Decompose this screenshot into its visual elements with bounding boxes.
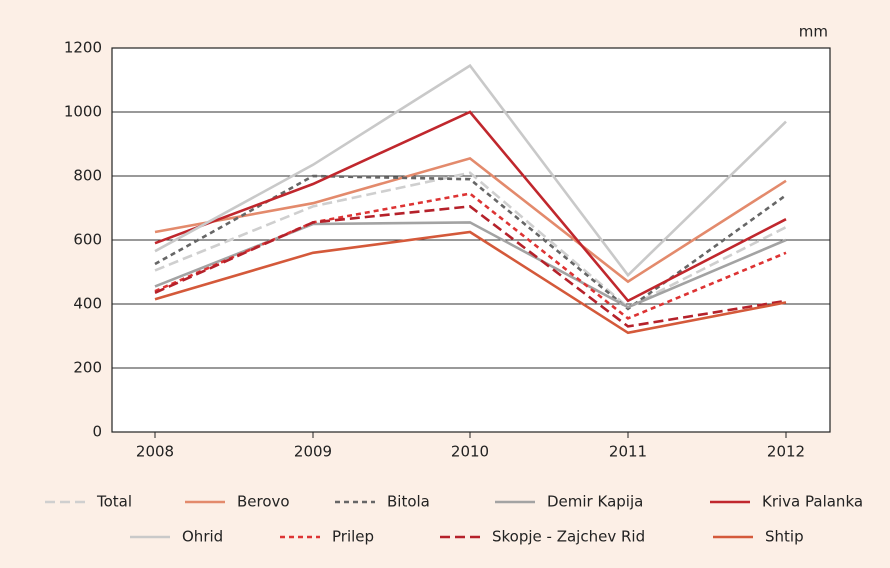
- y-tick-label: 1200: [64, 39, 102, 57]
- legend-label: Prilep: [332, 528, 374, 546]
- series-line: [154, 63, 787, 278]
- y-tick-label: 1000: [64, 103, 102, 121]
- y-unit: mm: [799, 23, 828, 41]
- legend-label: Skopje - Zajchev Rid: [492, 528, 645, 546]
- x-tick-label: 2008: [136, 443, 174, 461]
- series-line: [154, 221, 787, 309]
- y-tick-label: 600: [73, 231, 102, 249]
- x-tick-label: 2010: [451, 443, 489, 461]
- series-line: [154, 230, 787, 335]
- y-tick-label: 0: [92, 423, 102, 441]
- series-line: [154, 171, 787, 309]
- series-line: [154, 156, 787, 284]
- plot-border: [111, 47, 831, 433]
- y-tick-label: 400: [73, 295, 102, 313]
- y-tick-label: 800: [73, 167, 102, 185]
- legend-label: Berovo: [237, 493, 290, 511]
- legend-label: Demir Kapija: [547, 493, 643, 511]
- series-line: [154, 174, 787, 311]
- legend-label: Bitola: [387, 493, 430, 511]
- legend-label: Shtip: [765, 528, 804, 546]
- legend-label: Ohrid: [182, 528, 223, 546]
- y-tick-label: 200: [73, 359, 102, 377]
- x-tick-label: 2009: [294, 443, 332, 461]
- series-line: [154, 205, 787, 328]
- x-tick-label: 2011: [609, 443, 647, 461]
- legend-label: Kriva Palanka: [762, 493, 863, 511]
- series-line: [154, 110, 787, 303]
- x-tick-label: 2012: [767, 443, 805, 461]
- legend-label: Total: [96, 493, 132, 511]
